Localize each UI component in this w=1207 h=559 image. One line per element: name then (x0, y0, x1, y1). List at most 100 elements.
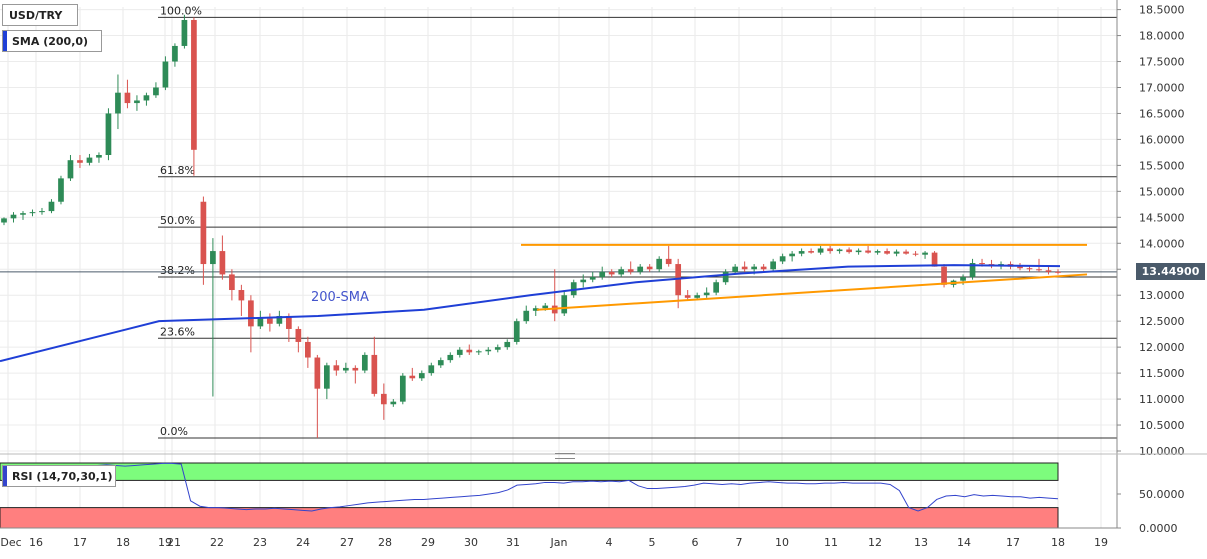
candle-body (656, 258, 663, 270)
candle-body (979, 263, 985, 265)
candle-body (665, 258, 672, 265)
x-tick-label: 16 (29, 536, 43, 549)
candle-body (770, 261, 776, 270)
candle-body (286, 315, 292, 329)
candle-body (105, 113, 112, 155)
rsi-overbought-zone (0, 462, 1059, 481)
candle-body (960, 277, 966, 281)
candle-body (561, 295, 568, 314)
candle-body (437, 360, 444, 366)
candle-body (684, 295, 691, 298)
candle-body (267, 318, 273, 324)
candle-body (865, 250, 871, 253)
sma-indicator-tag[interactable]: SMA (200,0) (2, 30, 102, 52)
fibonacci-label: 50.0% (160, 214, 195, 227)
fibonacci-levels: 100.0% 61.8% 50.0% 38.2% 23.6% 0.0% (0, 4, 1117, 439)
x-tick-label: 19 (1094, 536, 1108, 549)
candle-body (1055, 271, 1061, 273)
current-price-value: 13.44900 (1141, 265, 1200, 278)
candle-body (703, 292, 710, 296)
sma200-line (0, 264, 1061, 363)
rsi-indicator-tag[interactable]: RSI (14,70,30,1) (2, 465, 116, 487)
candle-body (1036, 269, 1042, 271)
candle-body (172, 45, 178, 62)
x-tick-label: Dec (0, 536, 21, 549)
candle-body (846, 249, 852, 253)
candle-body (485, 349, 492, 352)
candle-body (694, 295, 701, 298)
y-tick-label: 17.5000 (1139, 56, 1185, 69)
candle-body (808, 251, 814, 253)
candle-body (342, 367, 349, 371)
x-tick-label: 6 (692, 536, 699, 549)
candle-body (855, 250, 862, 253)
x-tick-label: 7 (736, 536, 743, 549)
candle-body (257, 318, 264, 327)
x-tick-label: 5 (649, 536, 656, 549)
candle-body (817, 248, 824, 253)
x-tick-label: 27 (340, 536, 354, 549)
fibonacci-label: 61.8% (160, 164, 195, 177)
y-tick-label: 18.0000 (1139, 30, 1185, 43)
y-tick-label: 17.0000 (1139, 81, 1185, 94)
candle-body (219, 251, 226, 275)
overlay-lines (0, 243, 1088, 363)
candle-body (20, 213, 26, 215)
x-tick-label: 12 (868, 536, 882, 549)
candle-body (305, 341, 311, 358)
y-tick-label: 10.5000 (1139, 419, 1185, 432)
grid (0, 7, 1117, 528)
fibonacci-label: 0.0% (160, 425, 188, 438)
candle-body (779, 256, 786, 262)
sma-annotation-text: 200-SMA (311, 290, 369, 305)
candle-body (134, 100, 140, 104)
candle-body (191, 19, 197, 150)
candle-body (751, 266, 757, 270)
symbol-tag[interactable]: USD/TRY (2, 4, 78, 26)
y-tick-label: 15.5000 (1139, 159, 1185, 172)
x-tick-label: 10 (775, 536, 789, 549)
candle-body (893, 251, 900, 254)
candle-body (513, 321, 520, 342)
candle-body (532, 308, 539, 311)
symbol-label: USD/TRY (9, 8, 63, 22)
candle-body (428, 365, 435, 374)
candle-body (115, 92, 121, 114)
candle-body (333, 365, 340, 371)
candle-body (494, 347, 501, 350)
candle-body (789, 253, 795, 257)
candle-body (361, 354, 368, 371)
candle-body (646, 266, 653, 270)
x-tick-label: Jan (550, 536, 568, 549)
candle-body (874, 251, 881, 253)
candle-body (1, 218, 7, 223)
x-tick-label: 24 (296, 536, 310, 549)
y-tick-label: 16.0000 (1139, 133, 1185, 146)
candle-body (608, 271, 615, 275)
candle-body (96, 155, 102, 158)
candle-body (722, 271, 729, 283)
candle-body (67, 160, 74, 179)
candle-body (39, 211, 45, 213)
candle-body (523, 310, 530, 322)
candle-body (580, 279, 587, 283)
panel-resize-handle[interactable] (555, 453, 575, 459)
candle-body (409, 375, 416, 379)
y-tick-label: 12.0000 (1139, 341, 1185, 354)
candle-body (760, 266, 767, 270)
candle-body (1017, 266, 1023, 269)
rsi-indicator-label: RSI (14,70,30,1) (12, 469, 113, 483)
fibonacci-label: 38.2% (160, 264, 195, 277)
y-tick-label: 14.5000 (1139, 211, 1185, 224)
candle-body (931, 252, 938, 267)
candle-body (248, 300, 254, 327)
sma-color-swatch (3, 31, 7, 51)
x-tick-label: 23 (253, 536, 267, 549)
candle-body (181, 19, 188, 46)
candle-body (589, 277, 596, 280)
candle-body (903, 251, 909, 254)
candle-body (143, 95, 150, 101)
candle-body (542, 305, 549, 309)
